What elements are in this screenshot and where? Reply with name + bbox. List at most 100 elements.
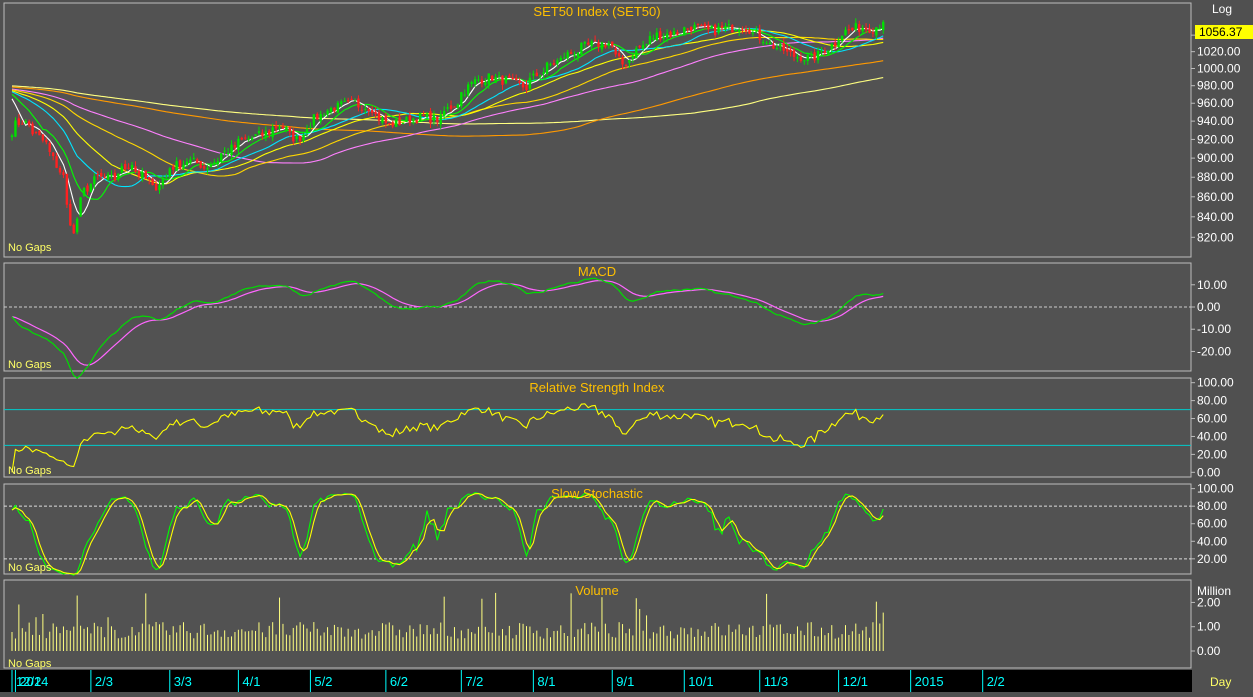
x-axis-label: 4/1 [242,674,260,689]
candle-body [446,107,449,109]
candle-body [226,153,230,155]
candle-body [51,152,55,157]
candle-body [473,79,477,84]
x-axis-label: 12/1 [843,674,868,689]
candle-body [456,104,460,108]
price-tick-label: 960.00 [1197,96,1234,110]
candle-body [268,130,271,135]
candle-body [662,36,665,39]
candle-body [532,73,535,76]
candle-body [374,111,377,115]
candle-body [755,30,758,32]
candle-body [809,53,813,55]
x-axis-label: 2015 [915,674,944,689]
candle-body [274,125,278,129]
candle-body [508,75,511,78]
price-tick-label: 820.00 [1197,230,1234,244]
candle-body [230,144,233,155]
candle-body [501,75,504,85]
stochastic-d-line [11,493,884,575]
candle-body [250,138,254,141]
x-axis-label: 2/3 [95,674,113,689]
candle-body [868,28,871,33]
macd-panel-title: MACD [578,264,616,279]
x-axis-label: 8/1 [537,674,555,689]
candle-body [559,57,562,61]
candle-body [316,113,319,120]
candle-body [151,178,154,186]
candle-body [364,108,367,110]
candle-body [789,49,792,52]
candle-body [652,38,655,40]
candle-body [837,40,840,48]
candle-body [292,130,295,142]
candle-body [528,77,532,89]
candle-body [165,176,168,178]
candle-body [271,127,274,138]
price-tick-label: 840.00 [1197,210,1234,224]
candle-body [185,161,189,166]
price-no-gaps-note: No Gaps [8,242,52,254]
candle-body [583,41,587,44]
candle-body [357,98,360,108]
candle-body [24,121,27,123]
candle-body [247,138,250,140]
candle-body [391,122,394,127]
candle-body [199,161,202,168]
candle-body [240,137,244,140]
candle-body [343,100,346,102]
candle-body [429,111,432,124]
candle-body [295,136,298,140]
macd-tick-label: 10.00 [1197,278,1227,292]
x-axis-band [0,670,1192,692]
candle-body [45,140,48,143]
candle-body [27,121,31,126]
x-axis-label: 12/2 [16,674,41,689]
price-panel-title: SET50 Index (SET50) [533,4,660,19]
candle-body [785,48,789,52]
candle-body [765,42,768,44]
candle-body [10,135,14,138]
candle-body [545,62,549,74]
x-axis-label: 2014 [19,674,48,689]
candle-body [350,98,353,100]
candle-body [480,79,484,84]
candle-body [556,60,559,65]
candle-body [72,224,75,234]
candle-body [312,114,316,126]
candle-body [648,36,652,45]
candle-body [744,28,748,32]
price-panel-frame [3,2,1192,258]
candle-body [772,45,775,49]
candle-body [737,30,741,32]
candle-body [412,118,415,122]
candle-body [322,115,326,117]
candle-body [298,135,302,141]
candle-body [466,84,470,95]
candle-body [593,40,597,42]
candle-body [470,82,473,85]
candle-body [418,113,422,122]
candle-body [515,77,518,81]
x-axis-unit-label[interactable]: Day [1210,675,1231,689]
candle-body [580,42,583,55]
candle-body [141,172,144,179]
candle-body [65,173,69,205]
candle-body [727,24,731,26]
x-axis-label: 6/2 [390,674,408,689]
candle-body [326,110,329,115]
candle-body [377,112,381,121]
volume-tick-label: 2.00 [1197,595,1221,609]
candle-body [792,50,796,57]
log-scale-label: Log [1212,2,1232,16]
candle-body [830,44,833,50]
candle-body [281,126,285,129]
candle-body [696,23,700,25]
candle-body [172,166,175,170]
candle-body [189,159,192,164]
candle-body [96,174,99,176]
candle-body [62,172,65,176]
candle-body [127,167,130,169]
candle-body [840,35,844,42]
candle-body [569,52,573,54]
